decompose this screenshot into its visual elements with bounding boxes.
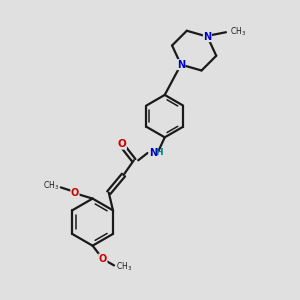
Text: CH$_3$: CH$_3$: [43, 180, 59, 193]
Text: O: O: [71, 188, 79, 198]
Text: N: N: [149, 148, 157, 158]
Text: CH$_3$: CH$_3$: [116, 261, 132, 273]
Text: O: O: [99, 254, 107, 264]
Text: H: H: [156, 148, 163, 158]
Text: N: N: [203, 32, 211, 42]
Text: CH$_3$: CH$_3$: [230, 26, 246, 38]
Text: O: O: [118, 139, 126, 149]
Text: N: N: [177, 60, 185, 70]
